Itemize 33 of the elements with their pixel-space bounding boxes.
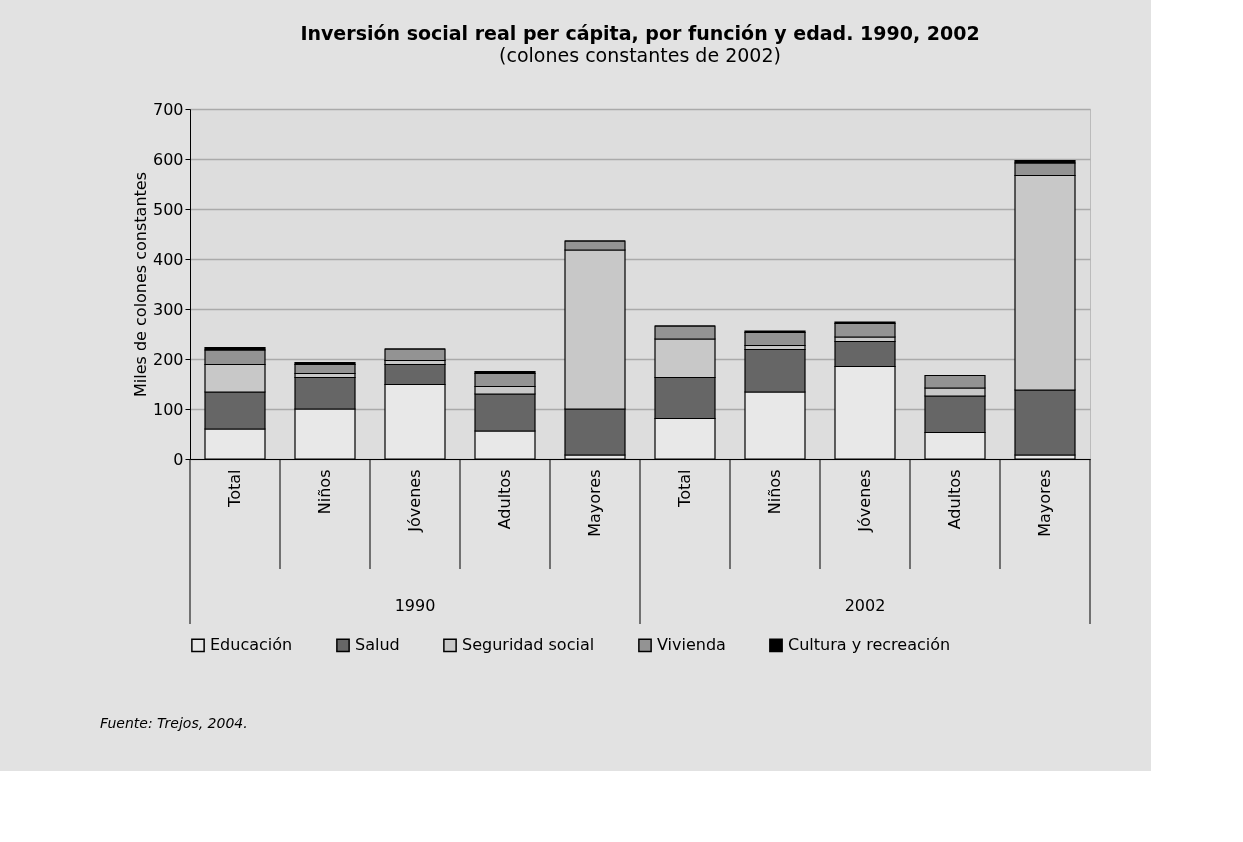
- y-tick-label: 400: [152, 249, 184, 269]
- y-tick-label: 500: [152, 199, 184, 219]
- legend-label: Seguridad social: [462, 635, 595, 655]
- chart-subtitle: (colones constantes de 2002): [499, 44, 781, 66]
- legend-label: Salud: [355, 635, 400, 655]
- x-tick-label: Total: [675, 469, 694, 508]
- y-tick-label: 100: [152, 399, 184, 419]
- y-tick-label: 700: [152, 99, 184, 119]
- bar: [834, 322, 896, 338]
- x-tick-label: Mayores: [585, 469, 604, 537]
- x-tick-label: Jóvenes: [855, 469, 874, 533]
- y-tick-label: 300: [152, 299, 184, 319]
- x-tick-label: Adultos: [945, 469, 964, 530]
- y-tick-label: 200: [152, 349, 184, 369]
- bar: [744, 331, 806, 347]
- legend-label: Cultura y recreación: [788, 635, 951, 655]
- x-tick-label: Mayores: [1035, 469, 1054, 537]
- x-tick-label: Jóvenes: [405, 469, 424, 533]
- source-note: Fuente: Trejos, 2004.: [100, 715, 248, 731]
- legend-label: Vivienda: [657, 635, 726, 655]
- x-tick-label: Total: [225, 469, 244, 508]
- text: 1990: [394, 596, 436, 615]
- x-tick-label: Niños: [765, 469, 784, 515]
- chart-title: Inversión social real per cápita, por función y edad. 1990, 2002: [300, 22, 980, 44]
- x-tick-label: Adultos: [495, 469, 514, 530]
- bar: [294, 363, 356, 375]
- legend-label: Educación: [210, 635, 293, 655]
- x-tick-label: Niños: [315, 469, 334, 515]
- y-axis-title: Miles de colones constantes: [130, 171, 150, 398]
- y-tick-label: 600: [152, 149, 184, 169]
- bar: [384, 348, 446, 362]
- text: 2002: [844, 596, 886, 615]
- y-tick-label: 0: [173, 449, 184, 469]
